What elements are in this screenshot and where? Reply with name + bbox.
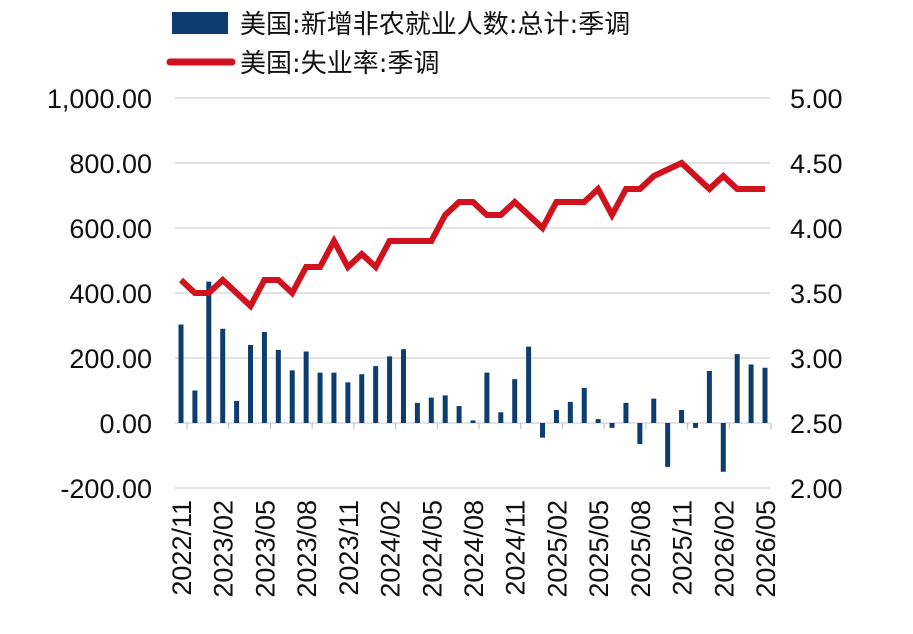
bar [595,419,601,423]
bar [359,374,365,423]
legend: 美国:新增非农就业人数:总计:季调 美国:失业率:季调 [166,10,630,79]
left-tick-label: 1,000.00 [47,84,152,114]
bar [248,345,254,423]
unemployment-line [178,159,765,311]
x-tick-label: 2026/05 [751,500,781,598]
bar [331,372,337,423]
bar [192,390,198,423]
bar [637,423,643,445]
x-tick-label: 2024/02 [376,500,406,598]
bar [512,379,518,423]
bar [400,349,406,423]
bar-series [178,281,768,472]
bar [609,423,615,428]
bar [428,397,434,423]
right-tick-label: 3.00 [790,344,843,374]
bar [498,412,504,423]
legend-line-label: 美国:失业率:季调 [240,49,440,79]
bar [373,366,379,423]
left-tick-label: 400.00 [69,279,152,309]
bar [178,324,184,423]
x-tick-label: 2026/02 [709,500,739,598]
bar [317,372,323,423]
x-tick-label: 2025/05 [584,500,614,598]
bar [345,382,351,423]
bar [414,402,420,423]
x-tick-label: 2024/05 [417,500,447,598]
left-axis-ticks: 1,000.00 800.00 600.00 400.00 200.00 0.00 -200… [47,84,152,504]
legend-bar-swatch [172,12,228,34]
bar [651,398,657,423]
x-tick-label: 2023/11 [334,500,364,596]
legend-bar-label: 美国:新增非农就业人数:总计:季调 [240,10,630,40]
bar [706,371,712,423]
bar [567,401,573,423]
right-axis-ticks: 5.00 4.50 4.00 3.50 3.00 2.50 2.00 [790,84,843,504]
bar [206,281,212,423]
bar [748,364,754,423]
right-tick-label: 2.00 [790,474,843,504]
left-tick-label: 600.00 [69,214,152,244]
right-tick-label: 5.00 [790,84,843,114]
bar [553,410,559,423]
bar [581,387,587,423]
bar [484,372,490,423]
bar [220,328,226,423]
left-tick-label: 200.00 [69,344,152,374]
x-tick-label: 2022/11 [167,500,197,596]
bar [679,410,685,423]
bar [762,367,768,423]
x-tick-label: 2025/08 [626,500,656,598]
x-tick-label: 2023/02 [209,500,239,598]
bar [456,406,462,423]
bar [261,332,267,423]
bar [540,423,546,438]
x-tick-label: 2024/11 [501,500,531,596]
bar [234,400,240,423]
bar [303,351,309,423]
bar [665,423,671,467]
x-axis-ticks: 2022/11 2023/02 2023/05 2023/08 2023/11 2024/… [167,500,781,598]
x-tick-label: 2024/08 [459,500,489,598]
bar [720,423,726,472]
line-series [178,159,765,311]
right-tick-label: 3.50 [790,279,843,309]
bar [734,354,740,423]
bar [470,420,476,423]
bar [289,370,295,423]
bar [442,395,448,423]
right-tick-label: 2.50 [790,409,843,439]
right-tick-label: 4.00 [790,214,843,244]
bar [692,423,698,428]
x-tick-label: 2023/08 [292,500,322,598]
bar [623,402,629,423]
gridlines [175,97,772,489]
x-tick-label: 2023/05 [250,500,280,598]
right-tick-label: 4.50 [790,149,843,179]
left-tick-label: -200.00 [60,474,152,504]
x-tick-label: 2025/02 [542,500,572,598]
left-tick-label: 0.00 [99,409,152,439]
bar [275,349,281,423]
bar [387,356,393,423]
bar [526,346,532,423]
left-tick-label: 800.00 [69,149,152,179]
x-tick-label: 2025/11 [668,500,698,596]
